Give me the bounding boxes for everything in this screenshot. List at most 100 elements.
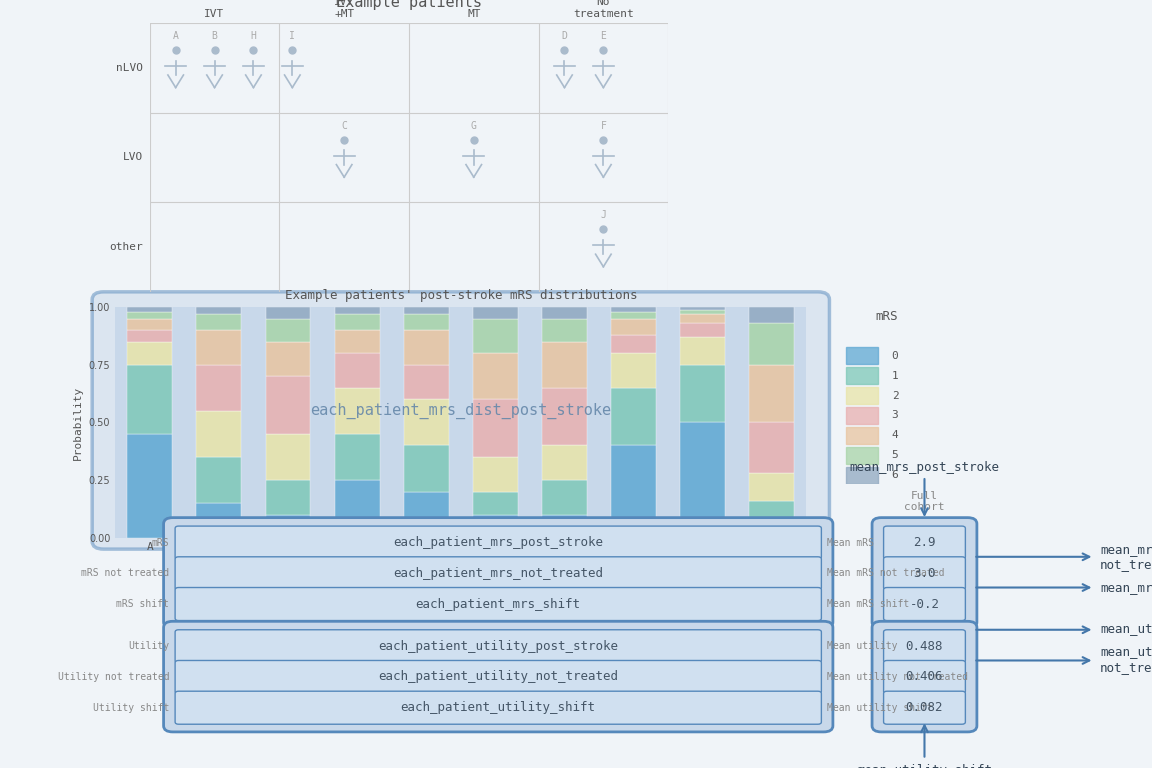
Text: mean_utility: mean_utility xyxy=(1100,624,1152,636)
Bar xyxy=(196,411,242,457)
Bar xyxy=(541,319,586,342)
Text: each_patient_mrs_post_stroke: each_patient_mrs_post_stroke xyxy=(393,536,604,549)
Text: mean_mrs_post_stroke: mean_mrs_post_stroke xyxy=(849,461,1000,474)
Bar xyxy=(472,399,517,457)
Bar xyxy=(334,388,379,434)
Text: each_patient_mrs_not_treated: each_patient_mrs_not_treated xyxy=(393,567,604,580)
Text: each_patient_mrs_dist_post_stroke: each_patient_mrs_dist_post_stroke xyxy=(310,402,612,419)
Bar xyxy=(196,365,242,411)
Bar xyxy=(334,434,379,480)
Text: D: D xyxy=(561,31,568,41)
Text: Utility: Utility xyxy=(128,641,169,651)
Text: Example patients: Example patients xyxy=(336,0,482,9)
Text: Utility not treated: Utility not treated xyxy=(58,672,169,682)
Bar xyxy=(472,515,517,538)
Text: mean_utility_shift: mean_utility_shift xyxy=(857,764,992,768)
Bar xyxy=(265,342,310,376)
Bar xyxy=(265,434,310,480)
Bar xyxy=(403,365,448,399)
Text: mean_utility_
not_treated: mean_utility_ not_treated xyxy=(1100,647,1152,674)
Bar xyxy=(680,323,725,337)
Text: 3.0: 3.0 xyxy=(914,567,935,580)
Bar xyxy=(541,342,586,388)
Bar xyxy=(541,480,586,515)
Text: B: B xyxy=(212,31,218,41)
Bar xyxy=(334,480,379,538)
Text: 2: 2 xyxy=(892,390,899,401)
Text: MT: MT xyxy=(467,8,480,18)
Text: 0: 0 xyxy=(892,350,899,361)
Bar xyxy=(196,503,242,538)
Text: each_patient_utility_post_stroke: each_patient_utility_post_stroke xyxy=(378,640,619,653)
Bar xyxy=(680,422,725,538)
Text: No
treatment: No treatment xyxy=(573,0,634,18)
Text: mRS: mRS xyxy=(152,538,169,548)
Bar xyxy=(265,319,310,342)
Bar xyxy=(196,307,242,314)
Bar xyxy=(749,473,794,501)
Text: 3: 3 xyxy=(892,410,899,421)
Text: IVT: IVT xyxy=(204,8,225,18)
Bar xyxy=(127,319,173,330)
Bar xyxy=(611,353,655,388)
Bar xyxy=(611,388,655,445)
Text: mean_mrs_shift: mean_mrs_shift xyxy=(1100,581,1152,594)
Text: F: F xyxy=(600,121,606,131)
Text: G: G xyxy=(471,121,477,131)
Text: 1: 1 xyxy=(892,370,899,381)
Bar xyxy=(541,388,586,445)
Text: 0.488: 0.488 xyxy=(905,640,943,653)
Bar xyxy=(403,330,448,365)
Bar xyxy=(127,330,173,342)
Text: mRS not treated: mRS not treated xyxy=(82,568,169,578)
Bar xyxy=(265,480,310,515)
Y-axis label: Probability: Probability xyxy=(74,386,83,459)
Bar xyxy=(541,515,586,538)
Text: IVT
+MT: IVT +MT xyxy=(334,0,355,18)
Text: 0.082: 0.082 xyxy=(905,701,943,714)
Text: Mean mRS: Mean mRS xyxy=(827,538,874,548)
Text: A: A xyxy=(173,31,179,41)
Bar xyxy=(680,365,725,422)
Bar xyxy=(541,445,586,480)
Text: Mean mRS not treated: Mean mRS not treated xyxy=(827,568,945,578)
Text: each_patient_mrs_shift: each_patient_mrs_shift xyxy=(416,598,581,611)
Bar xyxy=(265,307,310,319)
Bar xyxy=(749,307,794,323)
Bar xyxy=(749,501,794,519)
Bar xyxy=(127,365,173,434)
Text: each_patient_utility_shift: each_patient_utility_shift xyxy=(401,701,596,714)
Text: mRS shift: mRS shift xyxy=(116,599,169,609)
Bar xyxy=(334,330,379,353)
Bar xyxy=(680,337,725,365)
Bar xyxy=(541,307,586,319)
Text: other: other xyxy=(109,242,143,252)
Bar xyxy=(749,323,794,365)
Bar xyxy=(472,307,517,319)
Bar xyxy=(334,307,379,314)
Bar xyxy=(127,434,173,538)
Bar xyxy=(611,319,655,335)
Bar xyxy=(680,307,725,310)
Bar xyxy=(403,399,448,445)
Text: Mean utility not treated: Mean utility not treated xyxy=(827,672,968,682)
Bar xyxy=(472,492,517,515)
Bar xyxy=(403,307,448,314)
Text: each_patient_utility_not_treated: each_patient_utility_not_treated xyxy=(378,670,619,684)
Bar xyxy=(749,519,794,538)
Text: Full
cohort: Full cohort xyxy=(904,491,945,512)
Text: E: E xyxy=(600,31,606,41)
Text: -0.2: -0.2 xyxy=(909,598,940,611)
Text: H: H xyxy=(250,31,257,41)
Bar xyxy=(611,307,655,312)
Bar xyxy=(196,314,242,330)
Bar xyxy=(265,376,310,434)
Text: mRS: mRS xyxy=(876,310,899,323)
Text: 5: 5 xyxy=(892,450,899,461)
Bar xyxy=(196,330,242,365)
Text: 4: 4 xyxy=(892,430,899,441)
Text: 0.406: 0.406 xyxy=(905,670,943,684)
Text: Utility shift: Utility shift xyxy=(93,703,169,713)
Bar xyxy=(472,457,517,492)
Bar xyxy=(846,367,878,384)
